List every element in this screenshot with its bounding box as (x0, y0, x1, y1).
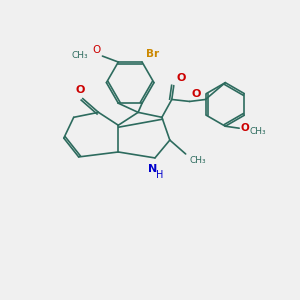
Text: O: O (76, 85, 85, 94)
Text: O: O (177, 73, 186, 82)
Text: O: O (192, 89, 201, 100)
Text: O: O (92, 45, 100, 55)
Text: Br: Br (146, 49, 159, 59)
Text: CH₃: CH₃ (190, 156, 206, 165)
Text: H: H (156, 170, 164, 180)
Text: O: O (240, 123, 249, 133)
Text: CH₃: CH₃ (249, 127, 266, 136)
Text: CH₃: CH₃ (72, 51, 88, 60)
Text: N: N (148, 164, 158, 174)
